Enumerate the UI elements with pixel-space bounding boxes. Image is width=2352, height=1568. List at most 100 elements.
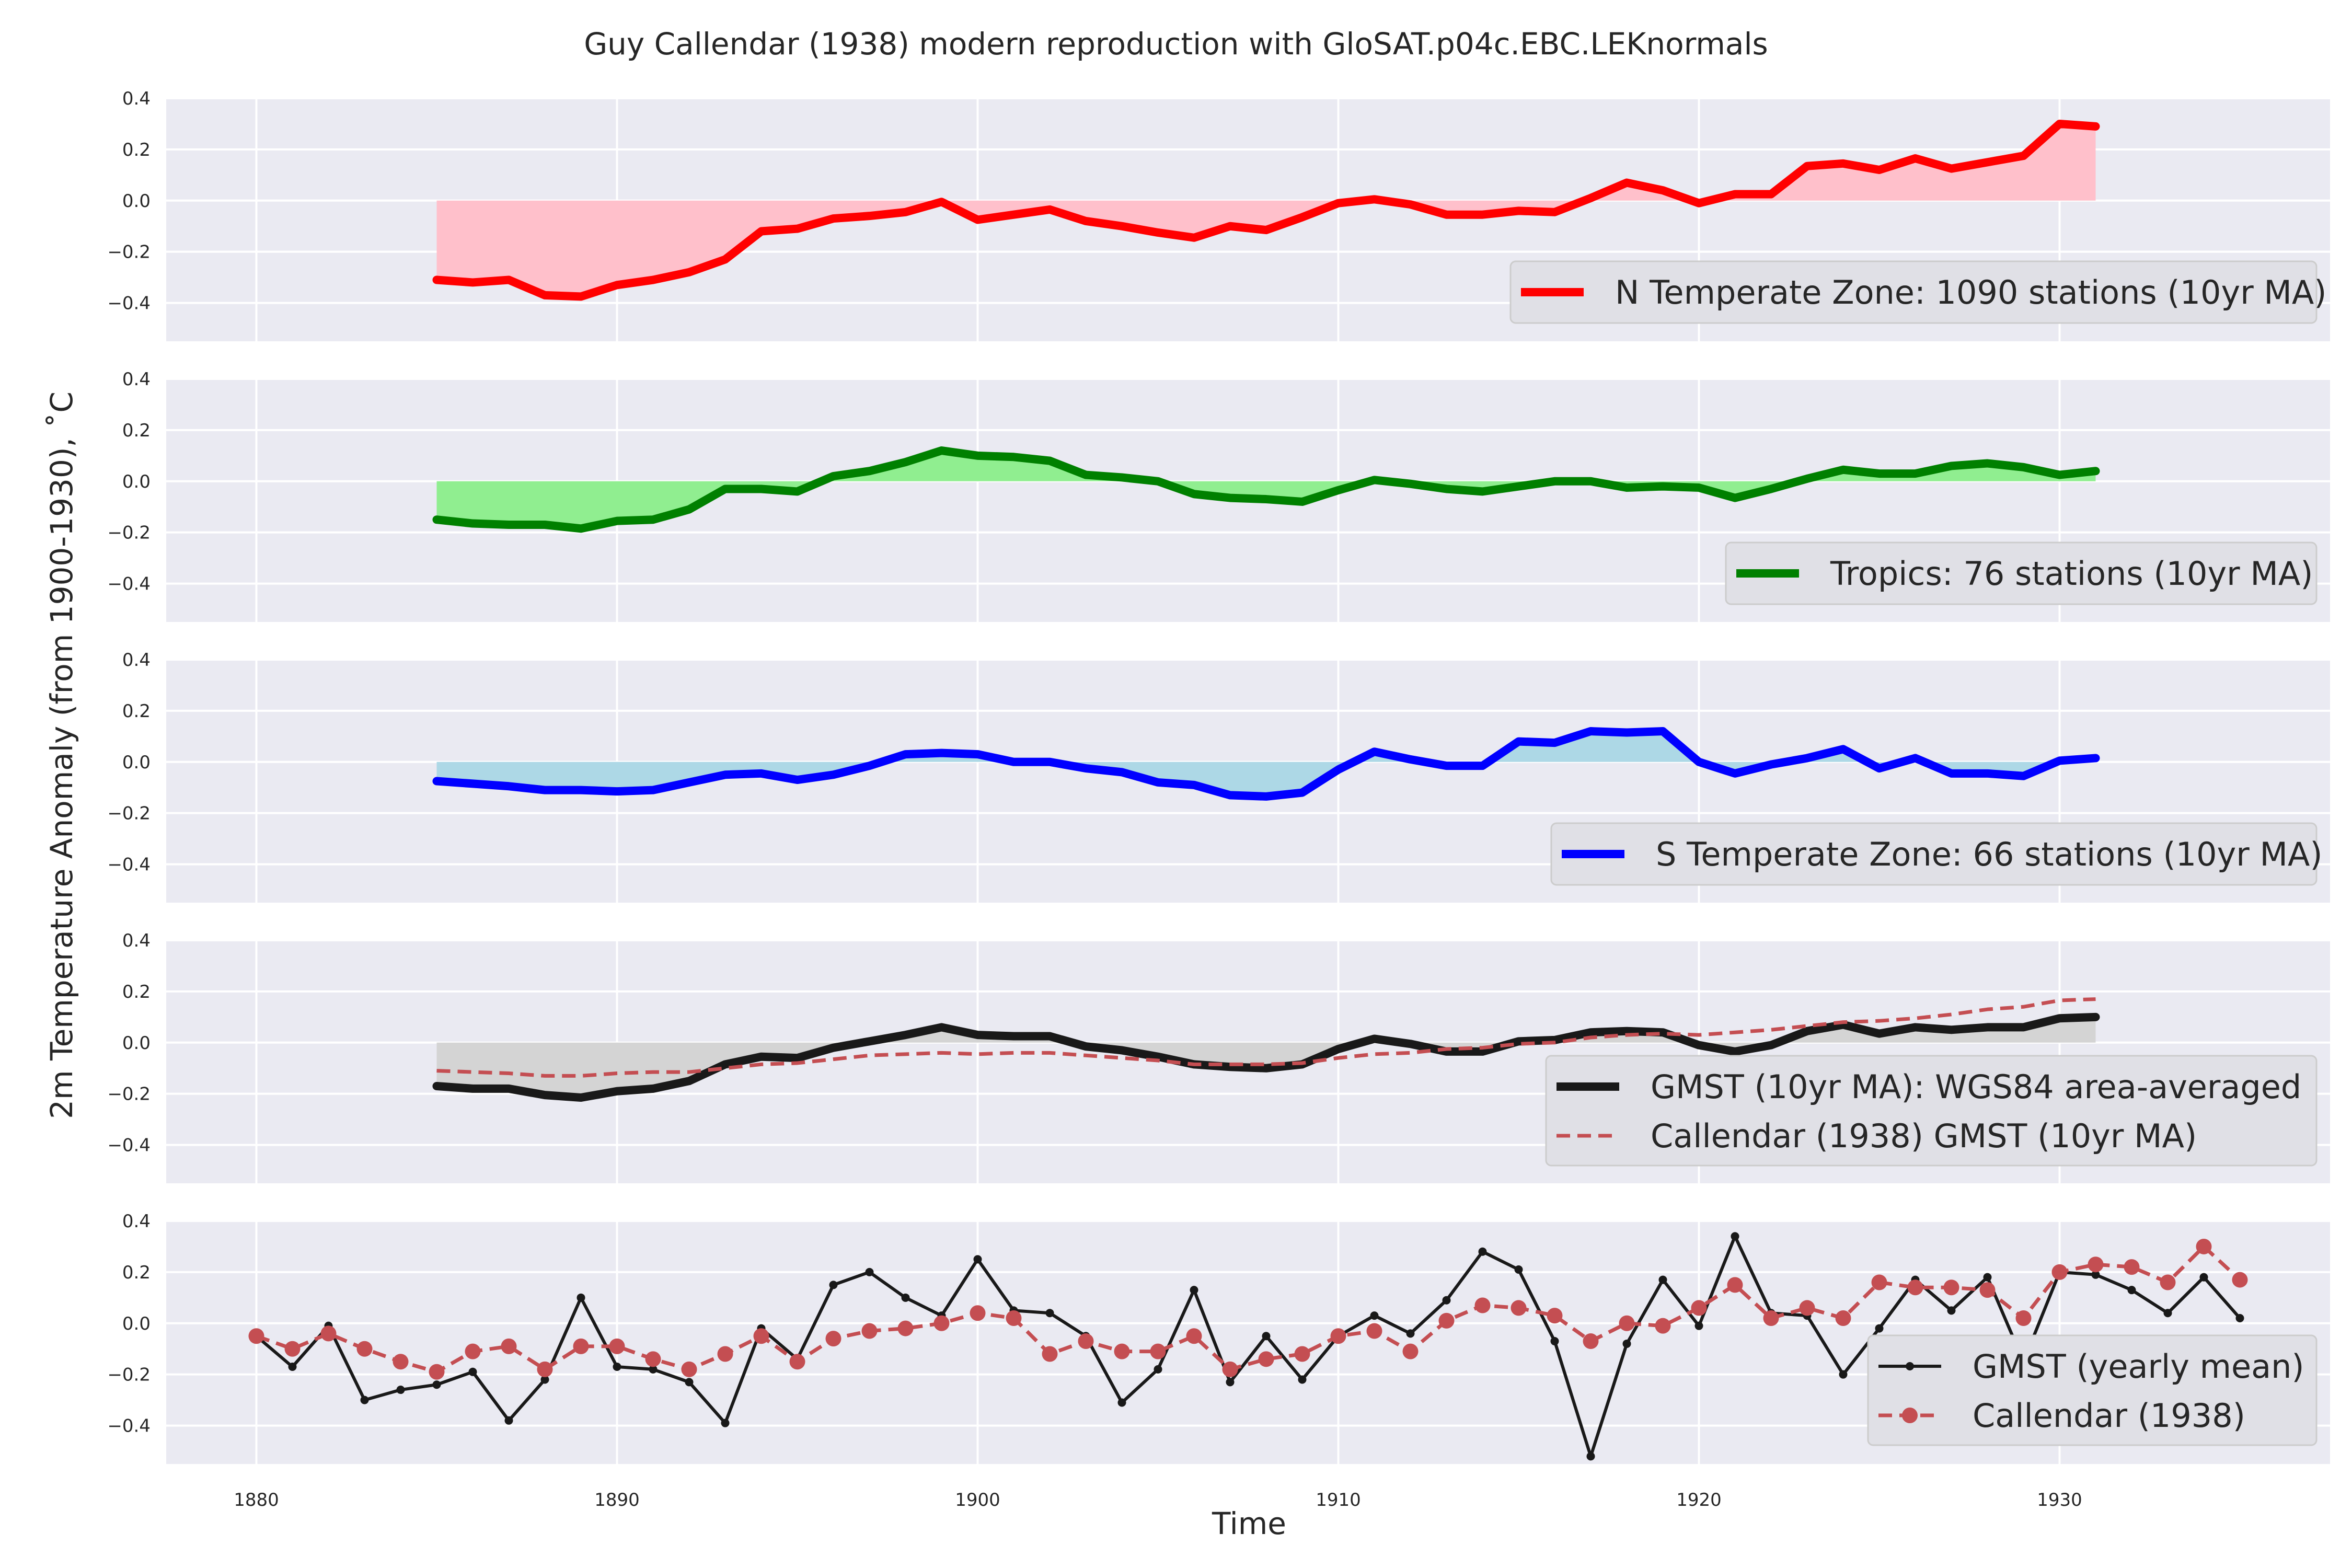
y-tick-label: 0.0 (122, 191, 151, 212)
legend-box (1725, 541, 2318, 605)
data-point (504, 1416, 513, 1425)
data-point (789, 1354, 805, 1370)
data-point (2199, 1273, 2208, 1282)
x-tick-label: 1900 (955, 1490, 1000, 1511)
data-point (1006, 1310, 1022, 1326)
legend-box (1867, 1334, 2318, 1446)
legend-label: N Temperate Zone: 1090 stations (10yr MA… (1615, 273, 2327, 312)
data-point (2124, 1259, 2140, 1275)
y-tick-label: 0.2 (122, 140, 151, 160)
data-point (1438, 1312, 1455, 1329)
data-point (2163, 1309, 2172, 1318)
data-point (356, 1341, 373, 1357)
data-point (753, 1328, 769, 1344)
panels-group: −0.4 −0.2 0.0 0.2 0.4 N Temperate Zone: 1090 … (107, 88, 2330, 1511)
data-point (649, 1365, 658, 1374)
data-point (973, 1255, 982, 1264)
data-point (2196, 1238, 2212, 1254)
data-point (721, 1419, 730, 1427)
legend-stz: S Temperate Zone: 66 stations (10yr MA) (1550, 822, 2323, 886)
data-point (1979, 1282, 1996, 1298)
data-point (360, 1396, 369, 1404)
legend-box (1550, 822, 2318, 886)
y-tick-label: 0.4 (122, 88, 151, 109)
data-point (1983, 1273, 1992, 1282)
legend-marker (1902, 1408, 1918, 1423)
data-point (609, 1338, 625, 1354)
data-point (1514, 1265, 1523, 1274)
data-point (573, 1338, 589, 1354)
y-tick-label: −0.4 (107, 1135, 151, 1156)
x-tick-label: 1910 (1316, 1490, 1361, 1511)
y-tick-label: 0.2 (122, 420, 151, 441)
data-point (1258, 1351, 1274, 1367)
series-ntz-0 (432, 119, 2100, 301)
y-tick-label: 0.4 (122, 369, 151, 390)
data-point (717, 1346, 733, 1362)
data-point (1078, 1333, 1094, 1350)
data-point (1406, 1329, 1415, 1338)
data-point (1370, 1311, 1379, 1320)
data-point (1691, 1300, 1707, 1316)
data-point (897, 1320, 914, 1336)
panel-tropics: −0.4 −0.2 0.0 0.2 0.4 Tropics: 76 stations (1… (107, 369, 2330, 622)
data-point (681, 1361, 697, 1377)
series-line (436, 997, 2096, 1078)
y-tick-label: −0.4 (107, 293, 151, 314)
series-line (432, 119, 2100, 301)
legend-gmst_yearly: GMST (yearly mean) Callendar (1938) (1867, 1334, 2318, 1446)
y-tick-label: −0.4 (107, 1416, 151, 1437)
data-point (537, 1361, 553, 1377)
legend-box (1545, 1055, 2318, 1167)
data-point (1839, 1370, 1848, 1379)
data-point (1294, 1346, 1310, 1362)
data-point (1154, 1365, 1162, 1374)
y-tick-label: −0.4 (107, 574, 151, 595)
data-point (320, 1325, 337, 1342)
data-point (901, 1293, 910, 1302)
legend-gmst_ma: GMST (10yr MA): WGS84 area-averaged Calle… (1545, 1055, 2318, 1167)
figure-title: Guy Callendar (1938) modern reproduction… (584, 26, 1768, 62)
legend-box (1509, 260, 2318, 324)
data-point (1045, 1309, 1054, 1318)
data-point (465, 1343, 481, 1359)
area-fill-gmst_ma (436, 1017, 2096, 1098)
y-tick-label: 0.2 (122, 701, 151, 722)
y-tick-label: 0.0 (122, 1033, 151, 1054)
legend-label: GMST (yearly mean) (1973, 1347, 2304, 1386)
data-point (970, 1305, 986, 1321)
legend-label: Callendar (1938) (1973, 1397, 2245, 1435)
data-point (393, 1354, 409, 1370)
data-point (1586, 1452, 1595, 1461)
y-tick-label: −0.2 (107, 1084, 151, 1105)
data-point (1875, 1324, 1884, 1333)
area-fill-ntz (436, 123, 2096, 297)
data-point (2088, 1256, 2104, 1273)
data-point (1150, 1343, 1166, 1359)
data-point (1402, 1343, 1419, 1359)
series-gmst_yearly-1 (248, 1238, 2248, 1380)
data-point (1947, 1306, 1956, 1315)
panel-gmst_ma: −0.4 −0.2 0.0 0.2 0.4 GMST (10yr MA): WGS84 a… (107, 930, 2330, 1183)
data-point (1871, 1274, 1887, 1290)
series-gmst_ma-1 (436, 997, 2096, 1078)
data-point (1835, 1310, 1851, 1326)
panel-stz: −0.4 −0.2 0.0 0.2 0.4 S Temperate Zone: 66 st… (107, 650, 2330, 903)
y-axis-label: 2m Temperature Anomaly (from 1900-1930),… (44, 391, 79, 1119)
legend-tropics: Tropics: 76 stations (10yr MA) (1725, 541, 2318, 605)
data-point (2127, 1286, 2136, 1295)
area-fill-tropics (436, 451, 2096, 529)
series-line (432, 446, 2100, 533)
legend-marker (1906, 1362, 1914, 1370)
y-tick-label: −0.2 (107, 1365, 151, 1386)
legend-label: GMST (10yr MA): WGS84 area-averaged (1651, 1068, 2301, 1106)
data-point (1117, 1398, 1126, 1407)
y-tick-label: 0.4 (122, 930, 151, 951)
data-point (396, 1386, 405, 1394)
data-point (2015, 1310, 2032, 1326)
legend-label: Tropics: 76 stations (10yr MA) (1830, 555, 2313, 593)
data-point (613, 1363, 621, 1371)
y-tick-label: 0.2 (122, 982, 151, 1002)
data-point (1478, 1247, 1487, 1256)
data-point (933, 1315, 950, 1331)
